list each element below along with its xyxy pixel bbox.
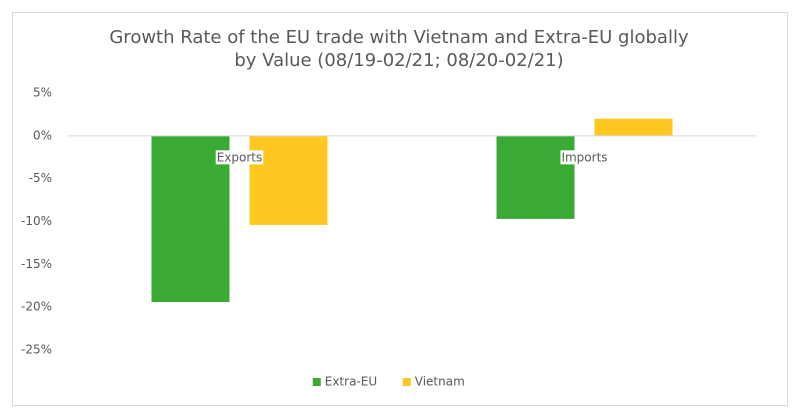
y-tick-label: -5% (29, 171, 52, 185)
y-tick-label: -10% (21, 214, 52, 228)
legend-swatch (312, 378, 321, 386)
bar (249, 135, 328, 225)
y-tick-label: -25% (21, 343, 52, 357)
bar (496, 135, 575, 219)
label-background (215, 150, 264, 165)
x-tick-label: Imports (561, 150, 607, 164)
chart-title: Growth Rate of the EU trade with Vietnam… (109, 27, 689, 71)
y-tick-label: -20% (21, 300, 52, 314)
y-tick-label: 0% (33, 128, 52, 142)
bar (594, 118, 673, 136)
legend-label: Vietnam (415, 375, 465, 389)
legend-label: Extra-EU (325, 375, 377, 389)
x-tick-label: Exports (217, 150, 263, 164)
legend-swatch (402, 378, 411, 386)
label-background (560, 150, 609, 165)
y-tick-label: 5% (33, 86, 52, 100)
chart-border (12, 12, 788, 406)
y-tick-label: -15% (21, 257, 52, 271)
